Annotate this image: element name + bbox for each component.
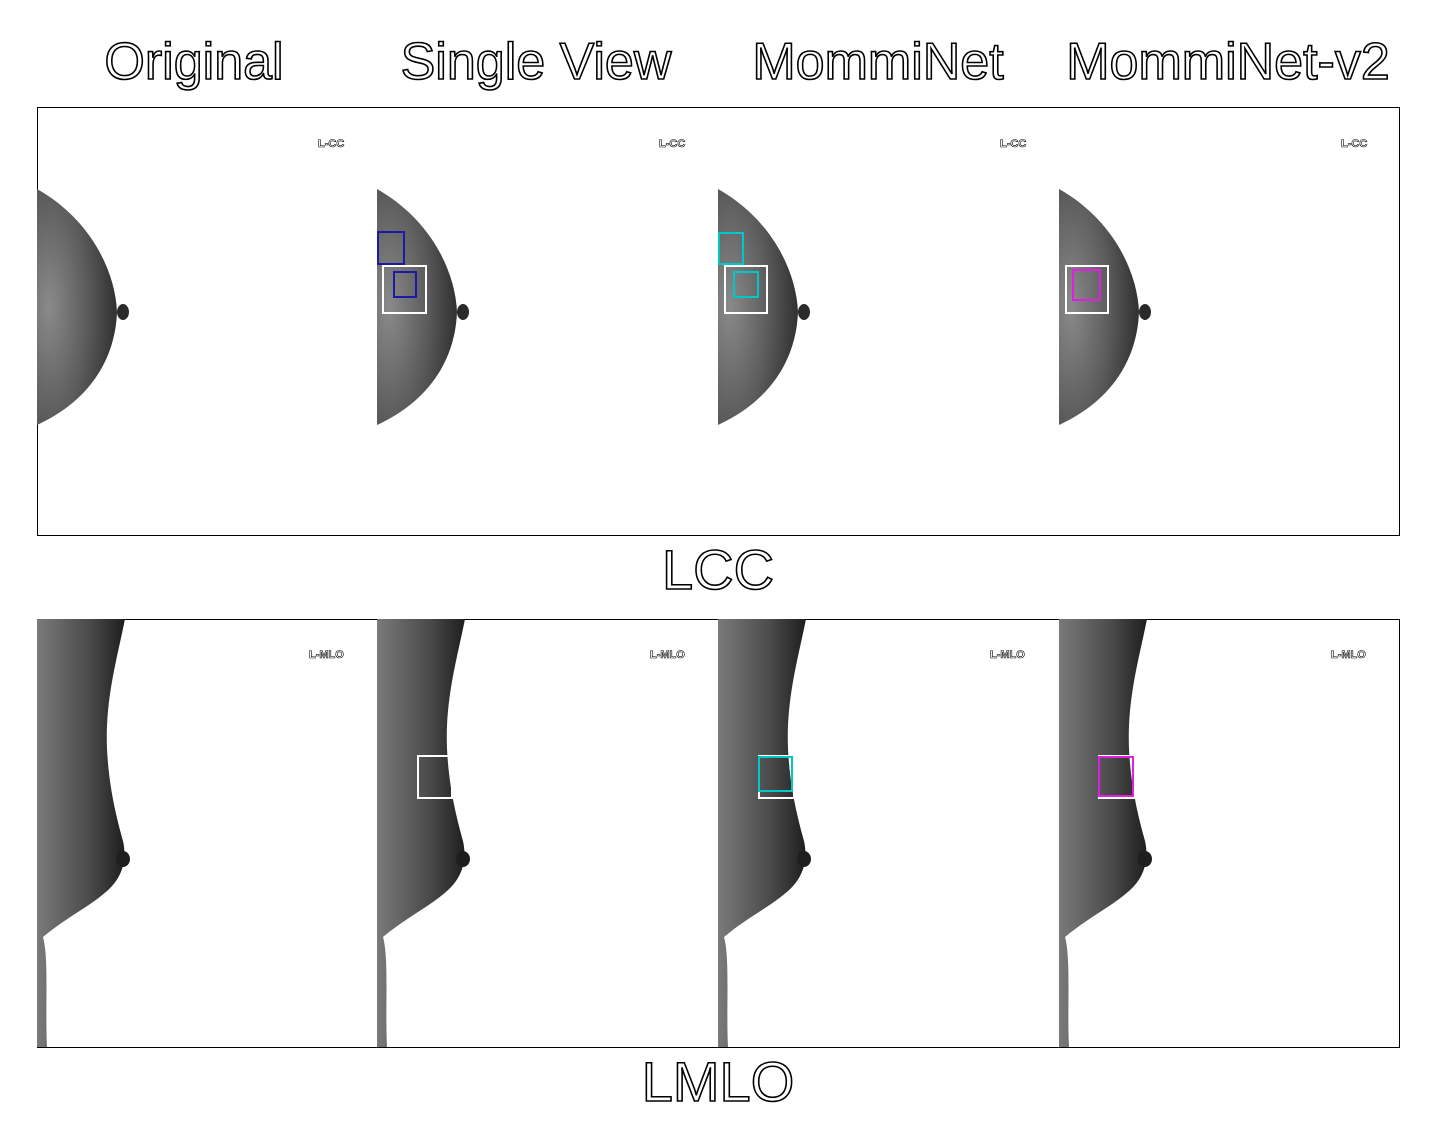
detection-box xyxy=(377,231,405,265)
detection-box xyxy=(718,232,744,265)
nipple xyxy=(798,304,810,320)
column-title-momminet: MommiNet xyxy=(752,33,1005,91)
view-tag-lcc-mommi: L-CC xyxy=(1000,138,1027,151)
detection-box xyxy=(1072,269,1101,301)
detection-box xyxy=(733,271,759,298)
breast-tissue xyxy=(718,619,806,1047)
nipple xyxy=(1138,851,1152,867)
lmlo-single-view-tile xyxy=(377,619,470,1047)
detection-box xyxy=(1098,756,1134,797)
view-tag-lcc-original: L-CC xyxy=(318,138,345,151)
ground-truth-box xyxy=(382,265,427,314)
lmlo-original-tile xyxy=(37,619,130,1047)
detection-box xyxy=(758,756,793,792)
breast-tissue xyxy=(377,619,465,1047)
view-tag-lcc-single: L-CC xyxy=(659,138,686,151)
nipple xyxy=(456,851,470,867)
breast-tissue xyxy=(37,189,117,425)
nipple xyxy=(1139,304,1151,320)
breast-tissue xyxy=(377,189,457,425)
breast-tissue xyxy=(37,619,125,1047)
nipple xyxy=(116,851,130,867)
lcc-momminet-tile xyxy=(718,189,810,425)
row-label-lcc: LCC xyxy=(661,538,775,601)
ground-truth-box xyxy=(1065,265,1109,314)
view-tag-lmlo-mommi2: L-MLO xyxy=(1331,649,1366,662)
nipple xyxy=(457,304,469,320)
breast-tissue xyxy=(1059,619,1147,1047)
lcc-momminet-v2-tile xyxy=(1059,189,1151,425)
lcc-original-tile xyxy=(37,189,129,425)
detection-box xyxy=(393,271,417,298)
nipple xyxy=(797,851,811,867)
view-tag-lcc-mommi2: L-CC xyxy=(1341,138,1368,151)
lcc-single-view-tile xyxy=(377,189,469,425)
breast-tissue xyxy=(1059,189,1139,425)
row-label-lmlo: LMLO xyxy=(641,1050,795,1113)
view-tag-lmlo-mommi: L-MLO xyxy=(990,649,1025,662)
breast-tissue xyxy=(718,189,798,425)
column-title-original: Original xyxy=(104,33,285,91)
lmlo-momminet-v2-tile xyxy=(1059,619,1152,1047)
view-tag-lmlo-original: L-MLO xyxy=(309,649,344,662)
ground-truth-box xyxy=(724,265,768,314)
ground-truth-box xyxy=(417,755,453,799)
view-tag-lmlo-single: L-MLO xyxy=(650,649,685,662)
nipple xyxy=(117,304,129,320)
column-title-single-view: Single View xyxy=(400,33,672,91)
lmlo-momminet-tile xyxy=(718,619,811,1047)
column-title-momminet-v2: MommiNet-v2 xyxy=(1065,33,1390,91)
